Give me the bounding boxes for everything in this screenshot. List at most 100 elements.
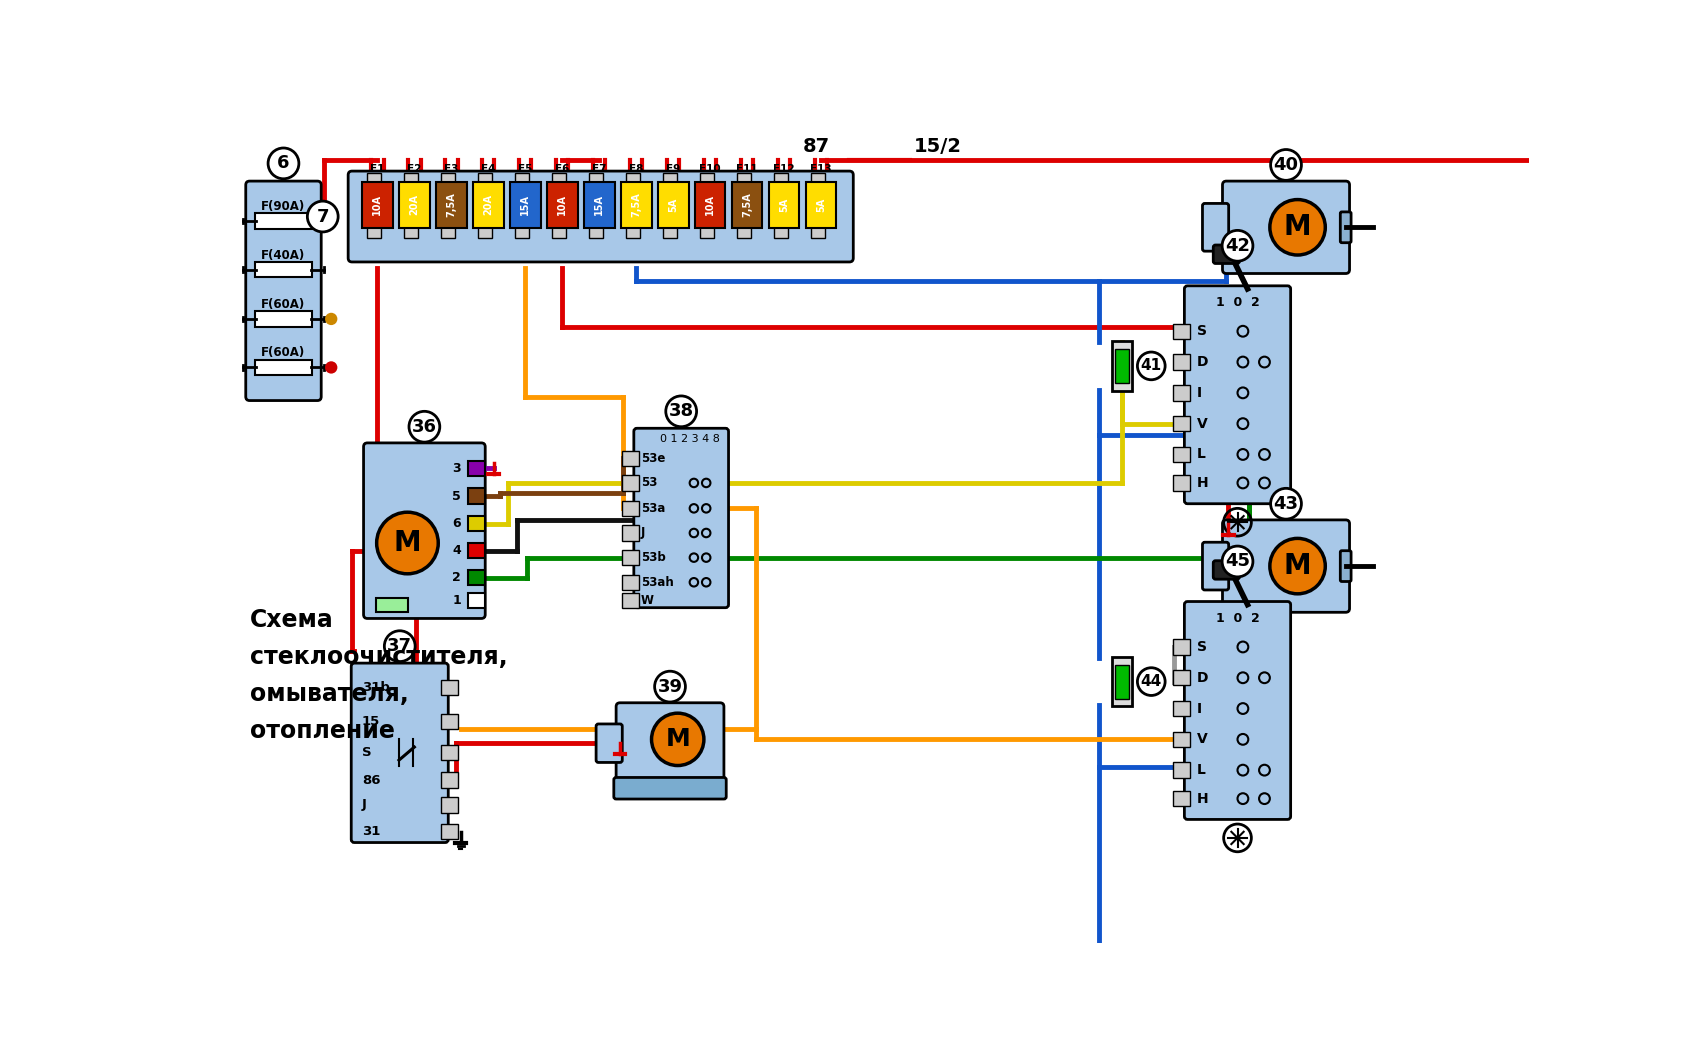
FancyBboxPatch shape (1203, 543, 1229, 590)
FancyBboxPatch shape (1113, 657, 1131, 706)
FancyBboxPatch shape (1113, 341, 1131, 390)
FancyBboxPatch shape (625, 227, 641, 238)
Text: 15/2: 15/2 (913, 137, 963, 156)
Text: 36: 36 (412, 418, 436, 436)
FancyBboxPatch shape (700, 173, 714, 184)
Text: M: M (1283, 213, 1312, 242)
FancyBboxPatch shape (731, 182, 762, 228)
FancyBboxPatch shape (368, 173, 382, 184)
Text: 5A: 5A (816, 198, 826, 212)
FancyBboxPatch shape (363, 443, 486, 618)
Circle shape (1137, 668, 1166, 695)
FancyBboxPatch shape (469, 593, 486, 608)
FancyBboxPatch shape (1203, 204, 1229, 251)
Text: L: L (1196, 763, 1205, 777)
Text: 53ah: 53ah (641, 576, 673, 588)
Circle shape (1271, 489, 1302, 519)
FancyBboxPatch shape (1213, 561, 1239, 579)
Text: 1: 1 (452, 595, 462, 607)
Text: 1  0  2: 1 0 2 (1215, 296, 1259, 310)
Circle shape (385, 631, 416, 661)
FancyBboxPatch shape (1114, 349, 1130, 383)
FancyBboxPatch shape (1172, 475, 1189, 491)
FancyBboxPatch shape (622, 500, 639, 516)
FancyBboxPatch shape (1222, 519, 1350, 613)
Text: 3: 3 (453, 462, 462, 475)
FancyBboxPatch shape (1222, 181, 1350, 273)
Text: 20A: 20A (409, 194, 419, 215)
FancyBboxPatch shape (1172, 670, 1189, 686)
Text: F(90A): F(90A) (261, 200, 305, 213)
Text: 39: 39 (658, 677, 683, 695)
Text: F10: F10 (699, 164, 721, 174)
FancyBboxPatch shape (469, 543, 486, 559)
FancyBboxPatch shape (738, 173, 751, 184)
Text: W: W (641, 595, 654, 607)
FancyBboxPatch shape (622, 593, 639, 608)
FancyBboxPatch shape (1172, 416, 1189, 431)
Text: 53b: 53b (641, 551, 666, 564)
FancyBboxPatch shape (625, 173, 641, 184)
FancyBboxPatch shape (622, 575, 639, 590)
Text: 7,5A: 7,5A (630, 193, 641, 217)
FancyBboxPatch shape (436, 182, 467, 228)
FancyBboxPatch shape (658, 182, 688, 228)
Text: D: D (1196, 355, 1208, 369)
Circle shape (325, 361, 337, 373)
FancyBboxPatch shape (441, 681, 458, 695)
Text: 37: 37 (387, 637, 412, 655)
FancyBboxPatch shape (620, 182, 651, 228)
FancyBboxPatch shape (441, 714, 458, 729)
Text: 53e: 53e (641, 452, 665, 464)
Text: F1: F1 (370, 164, 385, 174)
Text: 5: 5 (452, 490, 462, 502)
Text: 15: 15 (361, 716, 380, 728)
Text: F8: F8 (629, 164, 644, 174)
FancyBboxPatch shape (377, 598, 409, 612)
FancyBboxPatch shape (811, 227, 825, 238)
Text: 45: 45 (1225, 552, 1251, 570)
Text: 10A: 10A (705, 194, 716, 215)
Circle shape (1269, 199, 1326, 255)
Text: F4: F4 (481, 164, 496, 174)
Circle shape (654, 671, 685, 702)
Text: D: D (1196, 671, 1208, 685)
Text: V: V (1196, 732, 1208, 746)
FancyBboxPatch shape (469, 461, 486, 476)
FancyBboxPatch shape (351, 664, 448, 843)
Text: V: V (1196, 417, 1208, 430)
Text: F3: F3 (445, 164, 458, 174)
FancyBboxPatch shape (515, 173, 530, 184)
Text: 31b: 31b (361, 682, 390, 694)
FancyBboxPatch shape (479, 173, 492, 184)
Circle shape (409, 411, 440, 442)
FancyBboxPatch shape (1172, 731, 1189, 747)
FancyBboxPatch shape (1184, 286, 1290, 504)
Text: F(60A): F(60A) (261, 298, 305, 311)
Text: 38: 38 (668, 403, 694, 421)
Text: 15A: 15A (595, 194, 605, 215)
Text: 7,5A: 7,5A (741, 193, 751, 217)
Text: F(60A): F(60A) (261, 347, 305, 359)
Text: F7: F7 (591, 164, 607, 174)
FancyBboxPatch shape (547, 182, 578, 228)
FancyBboxPatch shape (590, 173, 603, 184)
Text: S: S (1196, 324, 1206, 338)
Text: M: M (665, 727, 690, 752)
Text: L: L (1196, 447, 1205, 461)
Text: F5: F5 (518, 164, 532, 174)
Text: 1  0  2: 1 0 2 (1215, 612, 1259, 625)
FancyBboxPatch shape (256, 359, 312, 375)
FancyBboxPatch shape (617, 703, 724, 783)
FancyBboxPatch shape (474, 182, 504, 228)
FancyBboxPatch shape (479, 227, 492, 238)
Circle shape (268, 148, 298, 179)
FancyBboxPatch shape (700, 227, 714, 238)
Text: 40: 40 (1273, 156, 1298, 174)
Text: 44: 44 (1140, 674, 1162, 689)
FancyBboxPatch shape (695, 182, 726, 228)
FancyBboxPatch shape (348, 171, 854, 262)
FancyBboxPatch shape (634, 428, 729, 607)
Text: Схема: Схема (249, 608, 334, 632)
Text: омывателя,: омывателя, (249, 682, 409, 706)
